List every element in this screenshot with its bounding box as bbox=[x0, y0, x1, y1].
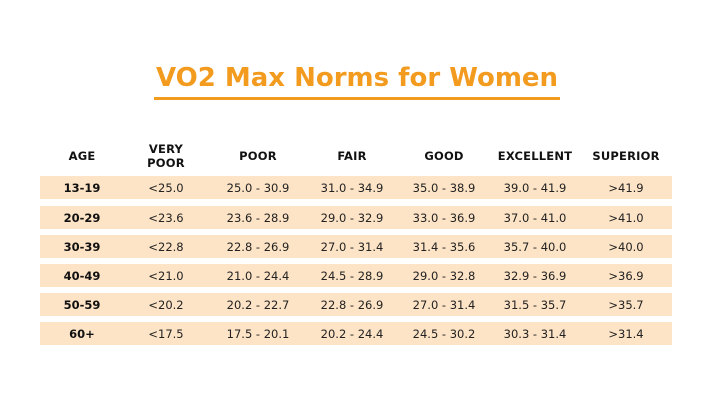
cell-fair: 20.2 - 24.4 bbox=[320, 326, 384, 341]
cell-good: 33.0 - 36.9 bbox=[412, 210, 476, 225]
header-poor: POOR bbox=[239, 149, 277, 163]
cell-very-poor: <25.0 bbox=[148, 180, 184, 195]
cell-good: 29.0 - 32.8 bbox=[412, 268, 476, 283]
header-good: GOOD bbox=[424, 149, 464, 163]
table-row: 60+ <17.5 17.5 - 20.1 20.2 - 24.4 24.5 - 30.… bbox=[40, 322, 672, 345]
cell-fair: 31.0 - 34.9 bbox=[320, 180, 384, 195]
header-excellent: EXCELLENT bbox=[497, 149, 573, 163]
cell-very-poor: <20.2 bbox=[148, 297, 184, 312]
table-row: 13-19 <25.0 25.0 - 30.9 31.0 - 34.9 35.0 - 3… bbox=[40, 176, 672, 199]
cell-excellent: 31.5 - 35.7 bbox=[503, 297, 567, 312]
cell-poor: 21.0 - 24.4 bbox=[226, 268, 290, 283]
table-row: 50-59 <20.2 20.2 - 22.7 22.8 - 26.9 27.0 - 3… bbox=[40, 293, 672, 316]
cell-superior: >31.4 bbox=[608, 326, 644, 341]
cell-superior: >36.9 bbox=[608, 268, 644, 283]
cell-excellent: 30.3 - 31.4 bbox=[503, 326, 567, 341]
header-superior: SUPERIOR bbox=[592, 149, 660, 163]
cell-very-poor: <23.6 bbox=[148, 210, 184, 225]
table-row: 40-49 <21.0 21.0 - 24.4 24.5 - 28.9 29.0 - 3… bbox=[40, 264, 672, 287]
cell-superior: >35.7 bbox=[608, 297, 644, 312]
cell-superior: >41.0 bbox=[608, 210, 644, 225]
header-very-poor: VERY POOR bbox=[124, 137, 208, 175]
cell-good: 27.0 - 31.4 bbox=[412, 297, 476, 312]
cell-age: 13-19 bbox=[63, 180, 101, 195]
header-fair: FAIR bbox=[337, 149, 367, 163]
header-age: AGE bbox=[68, 149, 96, 163]
cell-excellent: 37.0 - 41.0 bbox=[503, 210, 567, 225]
cell-good: 24.5 - 30.2 bbox=[412, 326, 476, 341]
cell-poor: 23.6 - 28.9 bbox=[226, 210, 290, 225]
cell-very-poor: <22.8 bbox=[148, 239, 184, 254]
cell-poor: 25.0 - 30.9 bbox=[226, 180, 290, 195]
cell-age: 50-59 bbox=[63, 297, 101, 312]
cell-good: 31.4 - 35.6 bbox=[412, 239, 476, 254]
cell-good: 35.0 - 38.9 bbox=[412, 180, 476, 195]
cell-poor: 20.2 - 22.7 bbox=[226, 297, 290, 312]
cell-age: 30-39 bbox=[63, 239, 101, 254]
cell-fair: 24.5 - 28.9 bbox=[320, 268, 384, 283]
cell-fair: 27.0 - 31.4 bbox=[320, 239, 384, 254]
page-title: VO2 Max Norms for Women bbox=[153, 62, 561, 100]
header-very-poor-label: VERY POOR bbox=[147, 142, 185, 170]
table-row: 20-29 <23.6 23.6 - 28.9 29.0 - 32.9 33.0 - 3… bbox=[40, 206, 672, 229]
cell-superior: >40.0 bbox=[608, 239, 644, 254]
cell-very-poor: <21.0 bbox=[148, 268, 184, 283]
cell-age: 20-29 bbox=[63, 210, 101, 225]
cell-excellent: 39.0 - 41.9 bbox=[503, 180, 567, 195]
cell-poor: 22.8 - 26.9 bbox=[226, 239, 290, 254]
cell-fair: 29.0 - 32.9 bbox=[320, 210, 384, 225]
cell-very-poor: <17.5 bbox=[148, 326, 184, 341]
cell-excellent: 35.7 - 40.0 bbox=[503, 239, 567, 254]
table-row: 30-39 <22.8 22.8 - 26.9 27.0 - 31.4 31.4 - 3… bbox=[40, 235, 672, 258]
cell-fair: 22.8 - 26.9 bbox=[320, 297, 384, 312]
cell-superior: >41.9 bbox=[608, 180, 644, 195]
table-header: AGE VERY POOR POOR FAIR GOOD EXCELLENT SU… bbox=[40, 137, 672, 175]
cell-age: 40-49 bbox=[63, 268, 101, 283]
cell-poor: 17.5 - 20.1 bbox=[226, 326, 290, 341]
title-container: VO2 Max Norms for Women bbox=[0, 62, 714, 100]
cell-excellent: 32.9 - 36.9 bbox=[503, 268, 567, 283]
cell-age: 60+ bbox=[69, 326, 95, 341]
